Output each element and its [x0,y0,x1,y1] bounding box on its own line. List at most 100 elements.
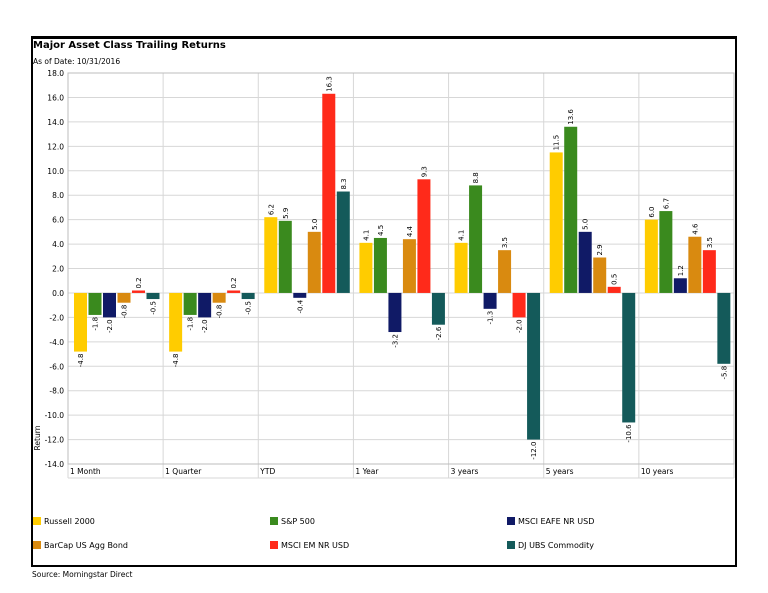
data-label: -10.6 [625,424,633,443]
data-label: 3.5 [706,237,714,248]
x-tick-label: YTD [259,467,275,476]
bar-dj-ubs-commodity [527,292,541,440]
data-label: -2.0 [201,319,209,333]
bar-s-p-500 [278,220,292,293]
bar-s-p-500 [564,126,578,293]
bar-barcap-us-agg-bond [688,236,702,293]
bar-barcap-us-agg-bond [593,257,607,293]
bar-msci-eafe-nr-usd [673,278,687,293]
bar-barcap-us-agg-bond [498,250,512,293]
x-tick-label: 1 Month [70,467,101,476]
y-tick-label: -6.0 [49,362,64,371]
source-note: Source: Morningstar Direct [32,570,133,579]
chart-frame [31,36,737,567]
data-label: 6.2 [267,204,275,215]
bar-s-p-500 [469,185,483,293]
bar-dj-ubs-commodity [241,292,255,300]
bar-barcap-us-agg-bond [307,231,321,293]
data-label: 1.2 [677,265,685,276]
data-label: 2.9 [596,244,604,255]
data-label: -4.8 [172,354,180,368]
y-tick-label: 10.0 [47,167,64,176]
data-label: -12.0 [530,442,538,460]
data-label: 16.3 [325,76,333,92]
legend-swatch [270,541,278,549]
as-of-date: As of Date: 10/31/2016 [33,57,121,66]
data-label: 4.5 [377,225,385,236]
bar-msci-eafe-nr-usd [198,292,212,318]
bar-msci-eafe-nr-usd [388,292,402,333]
x-tick-label: 10 years [641,467,674,476]
data-label: 13.6 [567,109,575,125]
bar-msci-em-nr-usd [702,250,716,293]
y-tick-label: 18.0 [47,69,64,78]
data-label: 9.3 [420,166,428,177]
bar-msci-em-nr-usd [512,292,526,318]
y-tick-label: -10.0 [45,411,65,420]
bar-msci-eafe-nr-usd [293,292,307,298]
bar-dj-ubs-commodity [336,191,350,293]
y-tick-label: 12.0 [47,142,64,151]
bar-msci-eafe-nr-usd [103,292,116,318]
bar-msci-em-nr-usd [417,179,431,293]
data-label: 8.8 [472,172,480,183]
bar-msci-em-nr-usd [322,93,336,293]
data-label: -1.8 [187,317,195,331]
x-tick-label: 3 years [451,467,479,476]
bar-s-p-500 [183,292,197,315]
bar-barcap-us-agg-bond [117,292,131,303]
data-label: 6.0 [648,206,656,217]
y-axis-label: Return [33,425,42,450]
y-tick-label: 16.0 [47,93,64,102]
legend-label: MSCI EAFE NR USD [518,517,595,526]
y-tick-label: 6.0 [52,216,64,225]
bar-msci-eafe-nr-usd [483,292,497,309]
data-label: -1.8 [92,317,100,331]
legend-item: S&P 500 [270,517,315,526]
data-label: -0.5 [245,301,253,315]
data-label: 11.5 [553,135,561,151]
bar-dj-ubs-commodity [431,292,445,325]
legend-label: DJ UBS Commodity [518,541,595,550]
data-label: 0.5 [611,274,619,285]
bar-russell-2000 [169,292,183,352]
legend-item: DJ UBS Commodity [507,541,594,550]
bar-msci-em-nr-usd [227,290,241,293]
data-label: 0.2 [230,277,238,288]
chart-title: Major Asset Class Trailing Returns [33,40,226,51]
y-tick-label: -12.0 [45,436,65,445]
data-label: 8.3 [340,178,348,189]
data-label: -0.8 [216,305,224,319]
legend-swatch [33,517,41,525]
data-label: 6.7 [662,198,670,209]
data-label: -0.4 [296,299,304,313]
legend-item: MSCI EAFE NR USD [507,517,594,526]
x-tick-label: 1 Year [355,467,379,476]
legend-item: BarCap US Agg Bond [33,541,128,550]
bar-russell-2000 [359,242,373,293]
bar-msci-em-nr-usd [132,290,145,293]
bar-s-p-500 [659,211,673,293]
y-tick-label: -4.0 [49,338,64,347]
y-tick-label: -2.0 [49,313,64,322]
data-label: -3.2 [391,334,399,348]
bar-russell-2000 [264,217,278,293]
data-label: 4.1 [458,230,466,241]
bar-dj-ubs-commodity [622,292,636,423]
y-tick-label: -14.0 [45,460,65,469]
data-label: 5.0 [311,219,319,230]
plot-area [67,72,735,465]
bar-dj-ubs-commodity [146,292,160,300]
legend-swatch [33,541,41,549]
legend-label: BarCap US Agg Bond [44,541,128,550]
bar-russell-2000 [454,242,468,293]
data-label: -0.8 [121,305,129,319]
y-tick-label: 8.0 [52,191,64,200]
x-tick-label: 5 years [546,467,574,476]
bar-s-p-500 [88,292,102,315]
legend-label: MSCI EM NR USD [281,541,350,550]
bar-barcap-us-agg-bond [212,292,226,303]
legend-swatch [507,517,515,525]
legend-swatch [507,541,515,549]
